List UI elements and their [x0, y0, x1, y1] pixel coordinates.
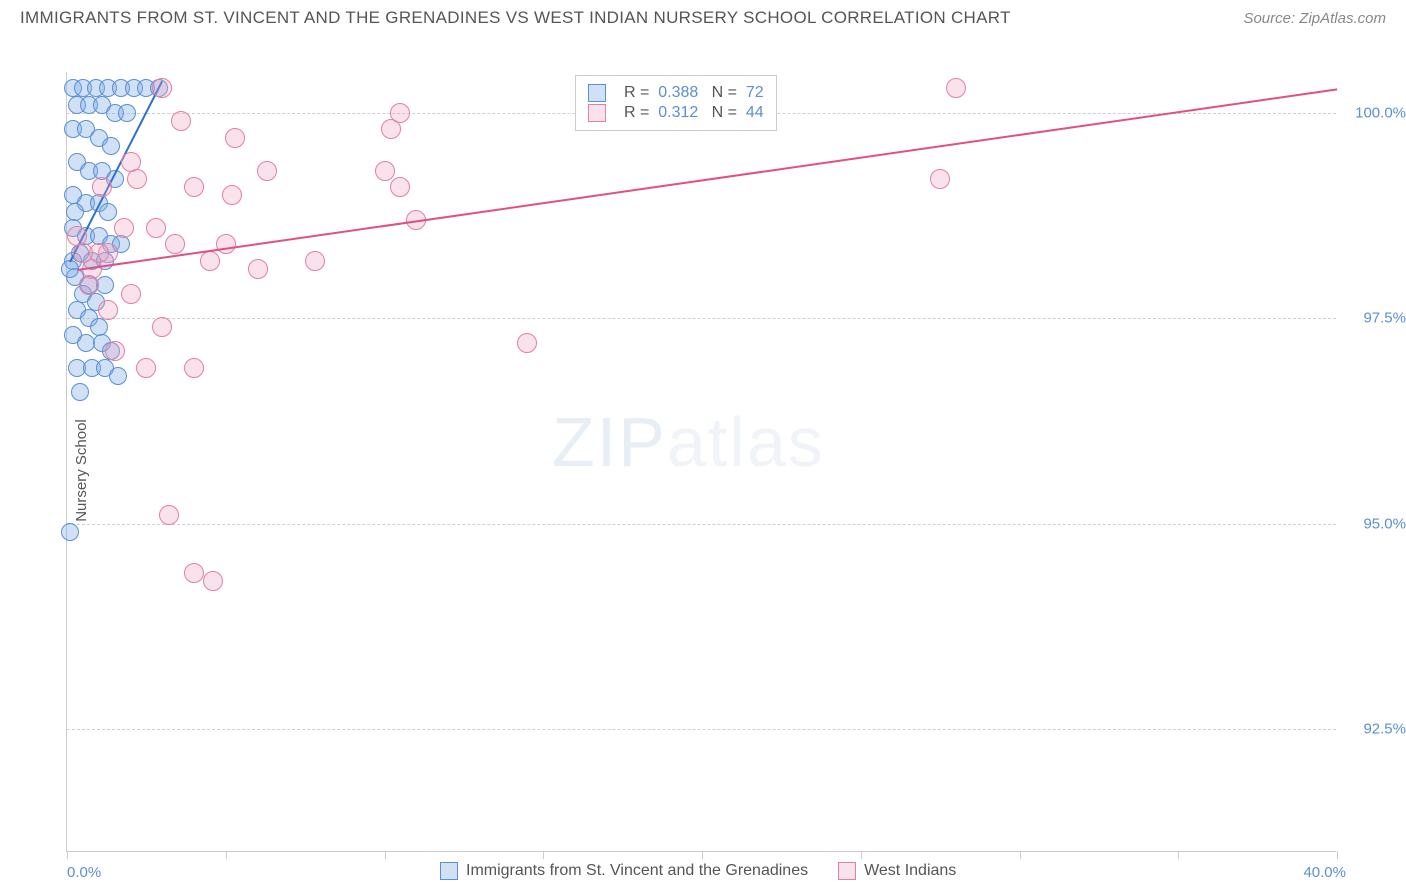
- scatter-point: [114, 218, 134, 238]
- scatter-point: [203, 571, 223, 591]
- scatter-point: [248, 259, 268, 279]
- scatter-point: [92, 177, 112, 197]
- scatter-point: [61, 523, 79, 541]
- chart-source: Source: ZipAtlas.com: [1243, 10, 1386, 27]
- stats-row: R = 0.312 N = 44: [588, 104, 764, 122]
- x-max-label: 40.0%: [1303, 864, 1346, 881]
- chart-title: IMMIGRANTS FROM ST. VINCENT AND THE GREN…: [20, 8, 1011, 28]
- scatter-point: [200, 251, 220, 271]
- scatter-point: [79, 275, 99, 295]
- scatter-point: [152, 317, 172, 337]
- series-swatch: [588, 84, 606, 102]
- legend-item: Immigrants from St. Vincent and the Gren…: [440, 862, 808, 880]
- x-tick: [702, 851, 703, 859]
- scatter-point: [66, 203, 84, 221]
- scatter-point: [98, 300, 118, 320]
- watermark-light: atlas: [667, 403, 825, 481]
- legend-item: West Indians: [838, 862, 956, 880]
- scatter-point: [216, 234, 236, 254]
- x-tick: [861, 851, 862, 859]
- legend-label: West Indians: [864, 862, 956, 879]
- x-axis-legend: Immigrants from St. Vincent and the Gren…: [440, 862, 956, 880]
- y-tick-label: 92.5%: [1346, 720, 1406, 737]
- scatter-point: [152, 78, 172, 98]
- scatter-point: [257, 161, 277, 181]
- x-tick: [385, 851, 386, 859]
- stats-text: R = 0.312 N = 44: [624, 104, 764, 122]
- series-swatch: [838, 862, 856, 880]
- y-axis-label: Nursery School: [73, 419, 90, 522]
- scatter-point: [390, 103, 410, 123]
- scatter-point: [146, 218, 166, 238]
- scatter-point: [136, 358, 156, 378]
- gridline: [67, 524, 1336, 525]
- x-tick: [1020, 851, 1021, 859]
- scatter-point: [930, 169, 950, 189]
- scatter-point: [946, 78, 966, 98]
- gridline: [67, 318, 1336, 319]
- scatter-point: [390, 177, 410, 197]
- x-tick: [543, 851, 544, 859]
- scatter-point: [171, 111, 191, 131]
- legend-label: Immigrants from St. Vincent and the Gren…: [466, 862, 808, 879]
- watermark: ZIPatlas: [552, 402, 825, 482]
- scatter-point: [118, 104, 136, 122]
- scatter-point: [109, 367, 127, 385]
- y-tick-label: 95.0%: [1346, 515, 1406, 532]
- scatter-point: [67, 226, 87, 246]
- stats-row: R = 0.388 N = 72: [588, 84, 764, 102]
- scatter-point: [225, 128, 245, 148]
- series-swatch: [588, 104, 606, 122]
- x-tick: [226, 851, 227, 859]
- series-swatch: [440, 862, 458, 880]
- watermark-bold: ZIP: [552, 403, 667, 481]
- scatter-point: [305, 251, 325, 271]
- scatter-point: [121, 284, 141, 304]
- x-tick: [1178, 851, 1179, 859]
- x-origin-label: 0.0%: [67, 864, 101, 881]
- scatter-point: [375, 161, 395, 181]
- x-tick: [67, 851, 68, 859]
- plot-area: ZIPatlas 100.0%97.5%95.0%92.5%0.0%40.0%: [66, 72, 1336, 852]
- scatter-point: [71, 383, 89, 401]
- y-tick-label: 97.5%: [1346, 310, 1406, 327]
- stats-text: R = 0.388 N = 72: [624, 84, 764, 102]
- x-tick: [1337, 851, 1338, 859]
- scatter-point: [102, 137, 120, 155]
- y-tick-label: 100.0%: [1346, 105, 1406, 122]
- stats-legend: R = 0.388 N = 72 R = 0.312 N = 44: [575, 75, 777, 131]
- scatter-point: [159, 505, 179, 525]
- scatter-point: [99, 203, 117, 221]
- scatter-point: [105, 341, 125, 361]
- gridline: [67, 729, 1336, 730]
- scatter-point: [184, 563, 204, 583]
- scatter-point: [90, 318, 108, 336]
- scatter-point: [184, 177, 204, 197]
- scatter-point: [184, 358, 204, 378]
- scatter-point: [517, 333, 537, 353]
- scatter-point: [222, 185, 242, 205]
- scatter-point: [165, 234, 185, 254]
- scatter-point: [127, 169, 147, 189]
